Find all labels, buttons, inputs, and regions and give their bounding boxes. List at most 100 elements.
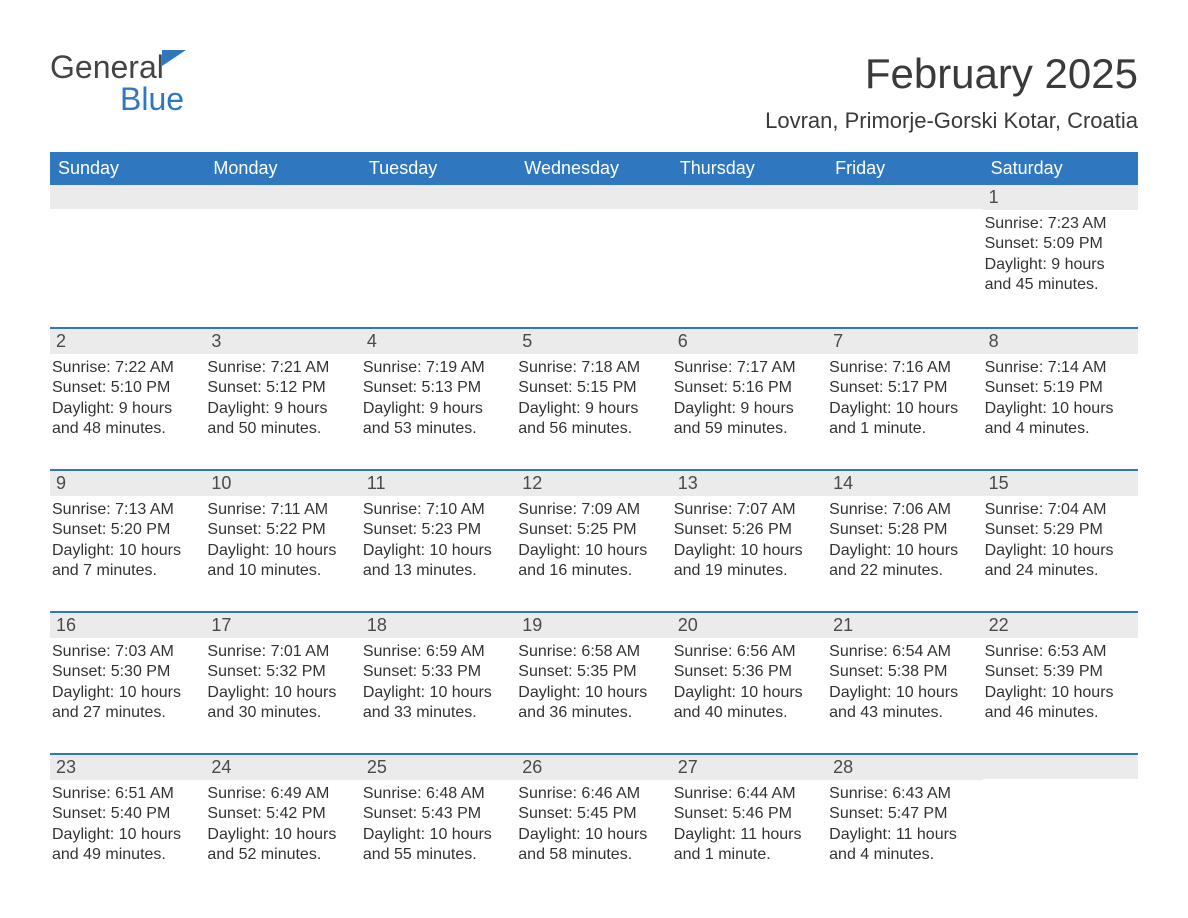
day-number: 26	[516, 755, 671, 780]
day-cell	[983, 755, 1138, 881]
day-body: Sunrise: 6:59 AMSunset: 5:33 PMDaylight:…	[361, 638, 516, 728]
day-number: 17	[205, 613, 360, 638]
sunset-text: Sunset: 5:22 PM	[207, 520, 354, 540]
day-number: 21	[827, 613, 982, 638]
day-number	[827, 185, 982, 209]
day-body: Sunrise: 6:58 AMSunset: 5:35 PMDaylight:…	[516, 638, 671, 728]
daylight-text: Daylight: 10 hours and 10 minutes.	[207, 541, 354, 582]
day-cell: 5Sunrise: 7:18 AMSunset: 5:15 PMDaylight…	[516, 329, 671, 455]
day-body: Sunrise: 7:23 AMSunset: 5:09 PMDaylight:…	[983, 210, 1138, 300]
sunrise-text: Sunrise: 6:48 AM	[363, 784, 510, 804]
logo-word1: General	[50, 49, 164, 85]
day-cell: 18Sunrise: 6:59 AMSunset: 5:33 PMDayligh…	[361, 613, 516, 739]
sunrise-text: Sunrise: 6:43 AM	[829, 784, 976, 804]
sunrise-text: Sunrise: 7:13 AM	[52, 500, 199, 520]
day-cell: 23Sunrise: 6:51 AMSunset: 5:40 PMDayligh…	[50, 755, 205, 881]
day-cell: 14Sunrise: 7:06 AMSunset: 5:28 PMDayligh…	[827, 471, 982, 597]
day-cell	[205, 185, 360, 313]
sunrise-text: Sunrise: 6:54 AM	[829, 642, 976, 662]
day-body: Sunrise: 7:18 AMSunset: 5:15 PMDaylight:…	[516, 354, 671, 444]
day-body: Sunrise: 6:48 AMSunset: 5:43 PMDaylight:…	[361, 780, 516, 870]
daylight-text: Daylight: 9 hours and 50 minutes.	[207, 399, 354, 440]
sunrise-text: Sunrise: 7:22 AM	[52, 358, 199, 378]
daylight-text: Daylight: 10 hours and 49 minutes.	[52, 825, 199, 866]
daylight-text: Daylight: 10 hours and 43 minutes.	[829, 683, 976, 724]
dow-tuesday: Tuesday	[361, 152, 516, 185]
day-body: Sunrise: 7:22 AMSunset: 5:10 PMDaylight:…	[50, 354, 205, 444]
sunset-text: Sunset: 5:23 PM	[363, 520, 510, 540]
day-body: Sunrise: 6:46 AMSunset: 5:45 PMDaylight:…	[516, 780, 671, 870]
day-number	[672, 185, 827, 209]
day-body: Sunrise: 7:11 AMSunset: 5:22 PMDaylight:…	[205, 496, 360, 586]
day-cell: 16Sunrise: 7:03 AMSunset: 5:30 PMDayligh…	[50, 613, 205, 739]
month-title: February 2025	[765, 50, 1138, 98]
sunset-text: Sunset: 5:28 PM	[829, 520, 976, 540]
day-body: Sunrise: 7:06 AMSunset: 5:28 PMDaylight:…	[827, 496, 982, 586]
sunrise-text: Sunrise: 7:03 AM	[52, 642, 199, 662]
day-body: Sunrise: 7:10 AMSunset: 5:23 PMDaylight:…	[361, 496, 516, 586]
sunset-text: Sunset: 5:10 PM	[52, 378, 199, 398]
day-number: 28	[827, 755, 982, 780]
day-body: Sunrise: 6:43 AMSunset: 5:47 PMDaylight:…	[827, 780, 982, 870]
week-row: 23Sunrise: 6:51 AMSunset: 5:40 PMDayligh…	[50, 753, 1138, 881]
day-body: Sunrise: 7:19 AMSunset: 5:13 PMDaylight:…	[361, 354, 516, 444]
day-cell: 15Sunrise: 7:04 AMSunset: 5:29 PMDayligh…	[983, 471, 1138, 597]
day-body: Sunrise: 7:21 AMSunset: 5:12 PMDaylight:…	[205, 354, 360, 444]
day-number: 22	[983, 613, 1138, 638]
day-number: 27	[672, 755, 827, 780]
daylight-text: Daylight: 10 hours and 4 minutes.	[985, 399, 1132, 440]
daylight-text: Daylight: 10 hours and 46 minutes.	[985, 683, 1132, 724]
day-number: 4	[361, 329, 516, 354]
day-cell: 28Sunrise: 6:43 AMSunset: 5:47 PMDayligh…	[827, 755, 982, 881]
day-body: Sunrise: 6:51 AMSunset: 5:40 PMDaylight:…	[50, 780, 205, 870]
sunrise-text: Sunrise: 7:17 AM	[674, 358, 821, 378]
daylight-text: Daylight: 10 hours and 19 minutes.	[674, 541, 821, 582]
day-cell: 3Sunrise: 7:21 AMSunset: 5:12 PMDaylight…	[205, 329, 360, 455]
daylight-text: Daylight: 9 hours and 59 minutes.	[674, 399, 821, 440]
day-number: 8	[983, 329, 1138, 354]
day-body: Sunrise: 7:09 AMSunset: 5:25 PMDaylight:…	[516, 496, 671, 586]
sunset-text: Sunset: 5:30 PM	[52, 662, 199, 682]
sunrise-text: Sunrise: 6:58 AM	[518, 642, 665, 662]
daylight-text: Daylight: 9 hours and 53 minutes.	[363, 399, 510, 440]
day-cell: 19Sunrise: 6:58 AMSunset: 5:35 PMDayligh…	[516, 613, 671, 739]
day-number: 14	[827, 471, 982, 496]
day-number: 16	[50, 613, 205, 638]
sunset-text: Sunset: 5:42 PM	[207, 804, 354, 824]
sunrise-text: Sunrise: 6:53 AM	[985, 642, 1132, 662]
daylight-text: Daylight: 11 hours and 4 minutes.	[829, 825, 976, 866]
sunrise-text: Sunrise: 6:44 AM	[674, 784, 821, 804]
dow-friday: Friday	[827, 152, 982, 185]
sunset-text: Sunset: 5:19 PM	[985, 378, 1132, 398]
day-cell	[672, 185, 827, 313]
week-row: 1Sunrise: 7:23 AMSunset: 5:09 PMDaylight…	[50, 185, 1138, 313]
day-number: 23	[50, 755, 205, 780]
sunrise-text: Sunrise: 7:16 AM	[829, 358, 976, 378]
daylight-text: Daylight: 10 hours and 24 minutes.	[985, 541, 1132, 582]
week-row: 2Sunrise: 7:22 AMSunset: 5:10 PMDaylight…	[50, 327, 1138, 455]
daylight-text: Daylight: 10 hours and 36 minutes.	[518, 683, 665, 724]
day-cell: 7Sunrise: 7:16 AMSunset: 5:17 PMDaylight…	[827, 329, 982, 455]
day-cell	[361, 185, 516, 313]
day-cell: 1Sunrise: 7:23 AMSunset: 5:09 PMDaylight…	[983, 185, 1138, 313]
sunrise-text: Sunrise: 7:19 AM	[363, 358, 510, 378]
sunset-text: Sunset: 5:17 PM	[829, 378, 976, 398]
sunset-text: Sunset: 5:46 PM	[674, 804, 821, 824]
day-cell	[827, 185, 982, 313]
day-number: 12	[516, 471, 671, 496]
logo-word2: Blue	[120, 81, 184, 117]
day-number	[50, 185, 205, 209]
sunset-text: Sunset: 5:29 PM	[985, 520, 1132, 540]
sunrise-text: Sunrise: 7:09 AM	[518, 500, 665, 520]
logo-text: General Blue	[50, 50, 186, 115]
day-cell: 17Sunrise: 7:01 AMSunset: 5:32 PMDayligh…	[205, 613, 360, 739]
day-body: Sunrise: 6:53 AMSunset: 5:39 PMDaylight:…	[983, 638, 1138, 728]
day-number: 5	[516, 329, 671, 354]
weeks-container: 1Sunrise: 7:23 AMSunset: 5:09 PMDaylight…	[50, 185, 1138, 881]
daylight-text: Daylight: 10 hours and 1 minute.	[829, 399, 976, 440]
day-cell: 13Sunrise: 7:07 AMSunset: 5:26 PMDayligh…	[672, 471, 827, 597]
day-number: 6	[672, 329, 827, 354]
day-body: Sunrise: 7:14 AMSunset: 5:19 PMDaylight:…	[983, 354, 1138, 444]
daylight-text: Daylight: 10 hours and 33 minutes.	[363, 683, 510, 724]
day-cell: 27Sunrise: 6:44 AMSunset: 5:46 PMDayligh…	[672, 755, 827, 881]
